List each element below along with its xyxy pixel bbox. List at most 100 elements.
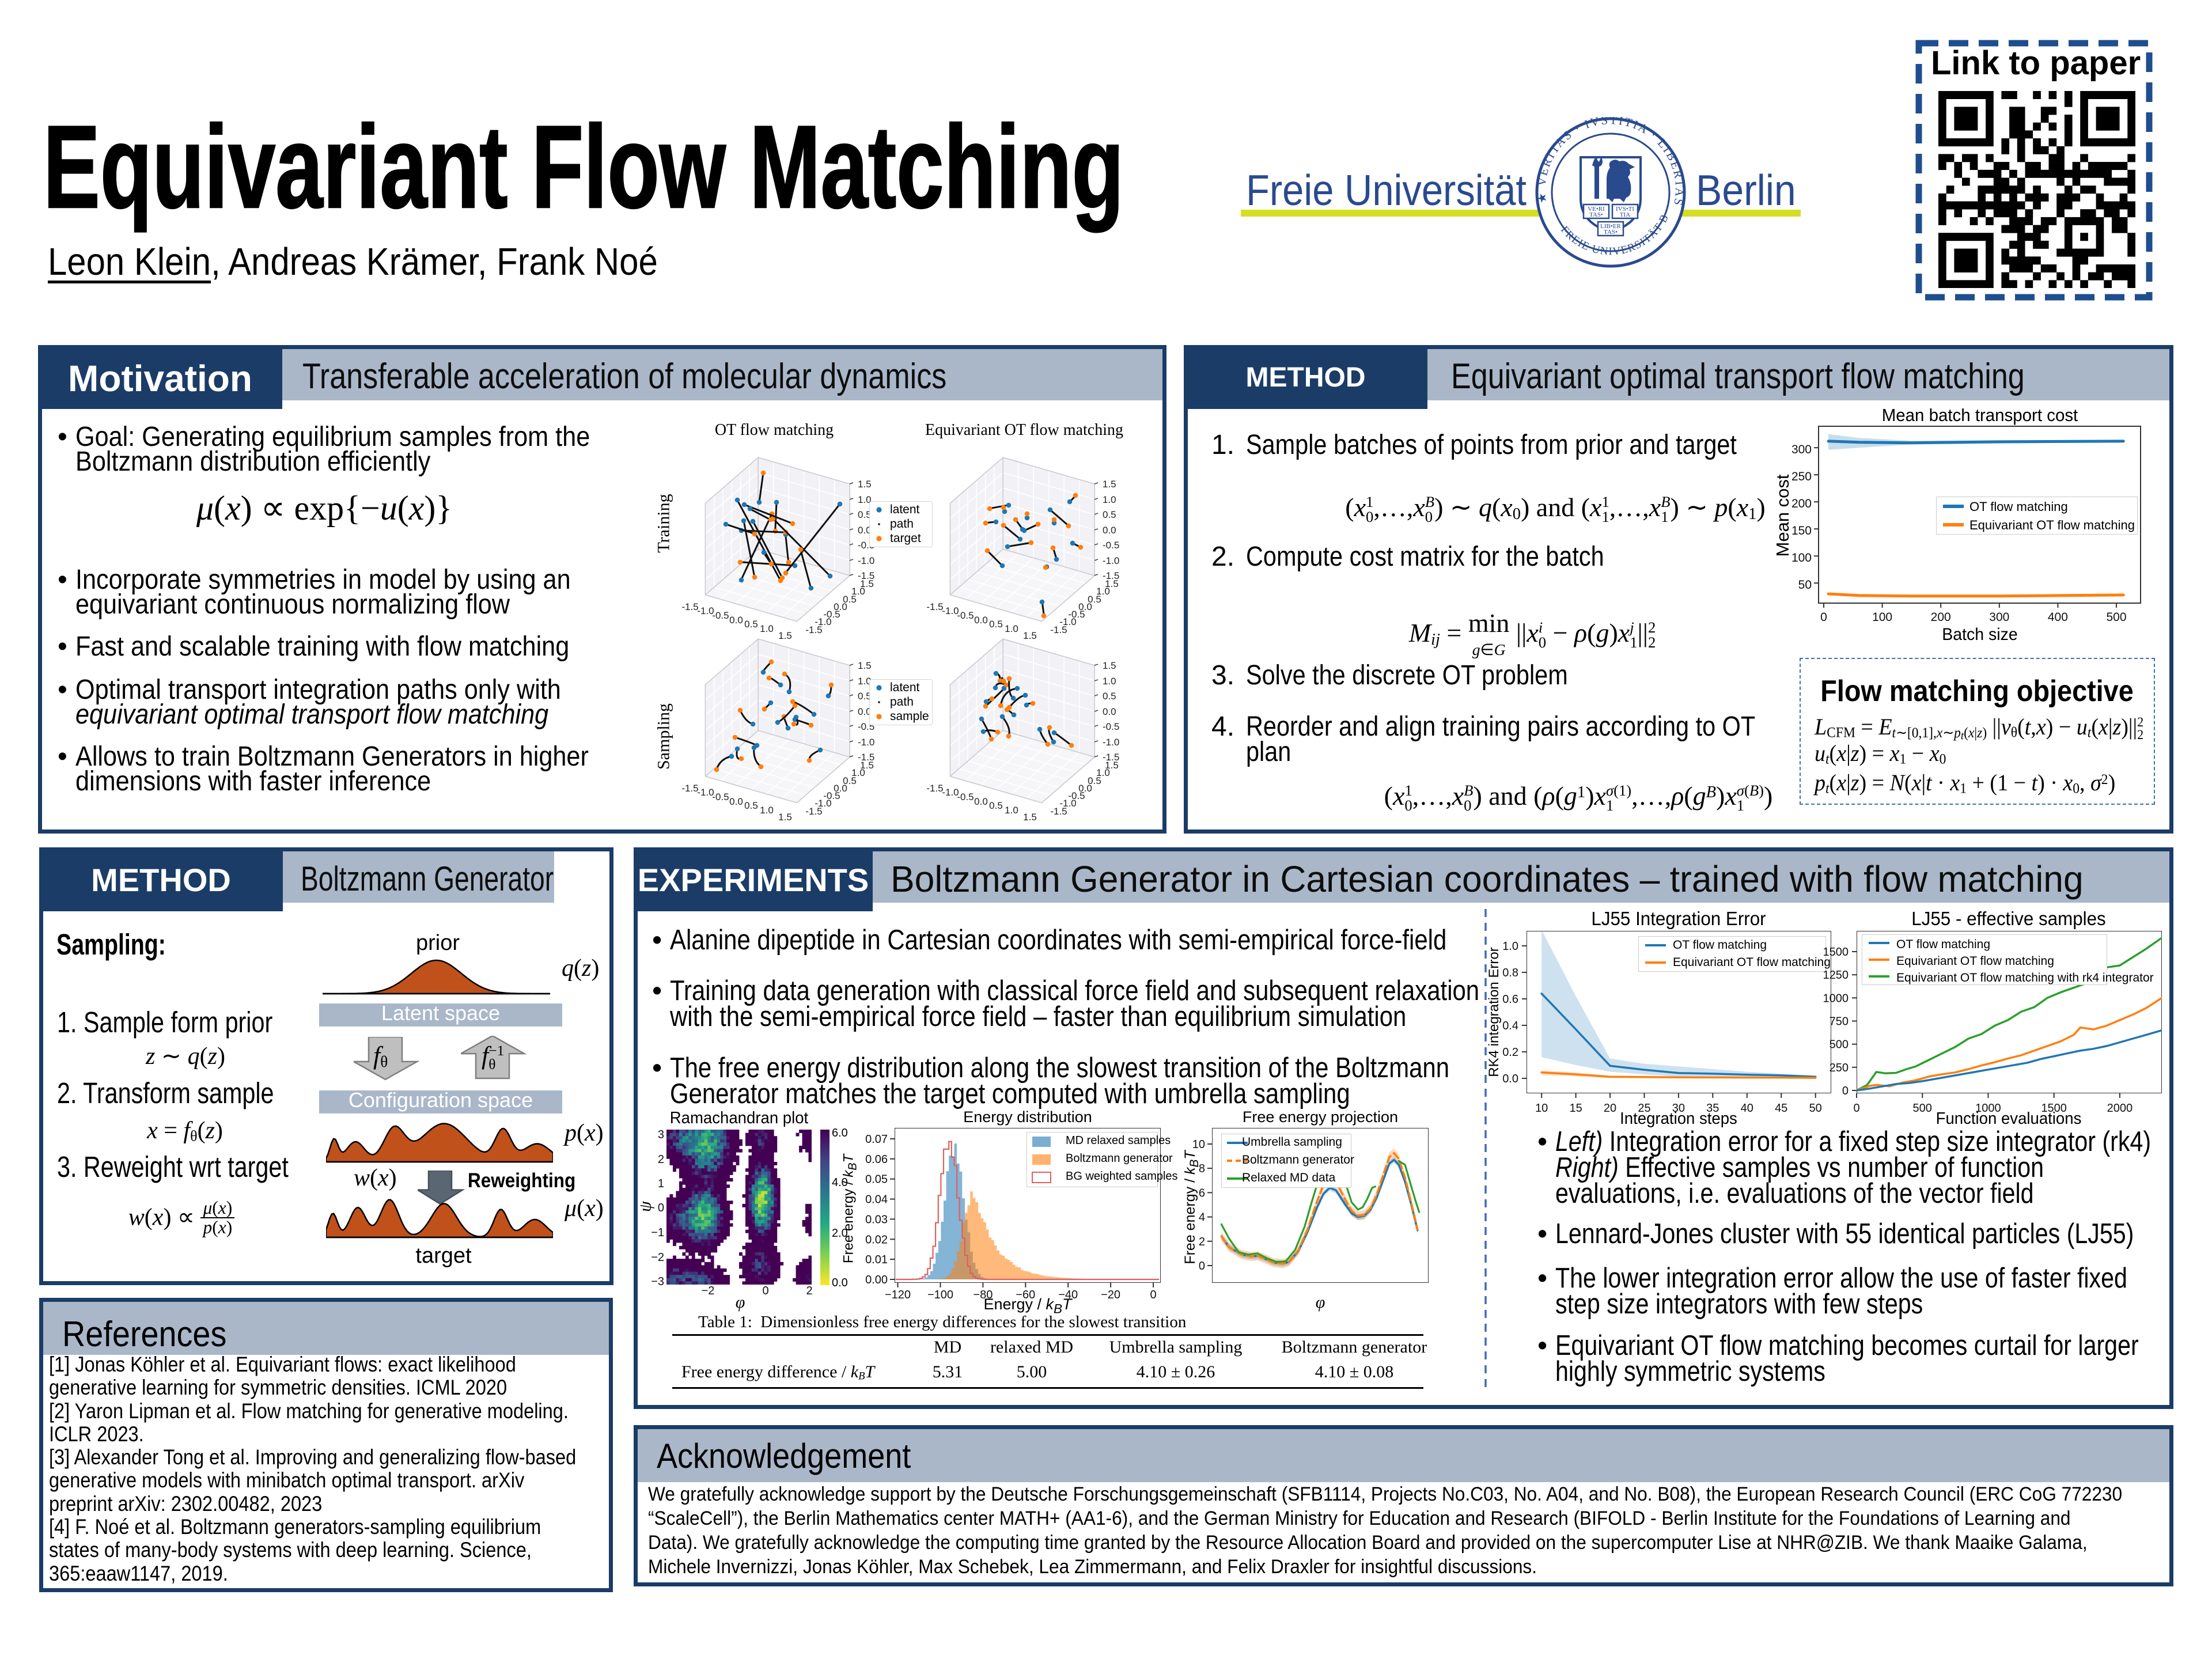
svg-text:0.0: 0.0 [1502,1073,1518,1085]
svg-text:0.5: 0.5 [843,775,857,786]
svg-text:Mean cost: Mean cost [1772,474,1793,556]
svg-text:0.5: 0.5 [989,619,1003,630]
svg-text:0: 0 [1199,1260,1205,1272]
svg-text:−20: −20 [1101,1289,1120,1301]
svg-text:40: 40 [1741,1102,1753,1115]
svg-text:TAS•: TAS• [1589,211,1603,218]
svg-text:300: 300 [1791,443,1812,456]
svg-text:0.04: 0.04 [865,1194,888,1206]
svg-text:100: 100 [1791,551,1812,565]
svg-text:-0.5: -0.5 [957,610,974,621]
svg-text:0.0: 0.0 [974,615,988,626]
svg-text:50: 50 [1798,578,1812,592]
svg-text:-1.5: -1.5 [926,783,943,794]
svg-text:0.6: 0.6 [1502,993,1518,1006]
svg-text:1.5: 1.5 [858,479,872,490]
svg-text:0.5: 0.5 [1103,691,1116,702]
svg-text:1.0: 1.0 [1005,623,1018,634]
svg-text:100: 100 [1872,611,1892,624]
svg-text:500: 500 [1830,1039,1849,1051]
svg-text:1.0: 1.0 [851,586,865,597]
svg-text:0.0: 0.0 [834,783,847,794]
svg-text:0.0: 0.0 [1078,601,1092,612]
svg-text:-1.5: -1.5 [681,601,698,612]
svg-text:1.0: 1.0 [1096,767,1110,778]
svg-text:0.4: 0.4 [1502,1020,1518,1032]
svg-text:500: 500 [2106,611,2126,624]
svg-text:-1.0: -1.0 [697,787,714,798]
svg-text:-0.5: -0.5 [1103,721,1119,732]
svg-text:0.5: 0.5 [1103,509,1116,520]
svg-text:0: 0 [1150,1289,1157,1301]
svg-text:0.03: 0.03 [865,1213,888,1226]
svg-text:0.0: 0.0 [1103,525,1116,536]
svg-text:1.0: 1.0 [858,494,872,505]
svg-text:0.06: 0.06 [865,1153,888,1166]
svg-text:1.0: 1.0 [1005,805,1018,816]
svg-text:25: 25 [1638,1102,1650,1115]
svg-text:2000: 2000 [2107,1102,2133,1115]
svg-text:1: 1 [658,1177,664,1190]
svg-text:30: 30 [1672,1102,1685,1115]
svg-text:1.0: 1.0 [858,676,872,687]
svg-text:-0.5: -0.5 [823,609,840,620]
svg-text:-1.5: -1.5 [681,783,698,794]
svg-text:-1.5: -1.5 [1050,624,1067,635]
svg-text:-1.0: -1.0 [858,555,874,566]
svg-text:0.5: 0.5 [858,509,872,520]
svg-text:250: 250 [1830,1062,1849,1074]
svg-text:0.0: 0.0 [858,525,872,536]
svg-text:-0.5: -0.5 [957,791,974,802]
svg-text:20: 20 [1604,1102,1616,1115]
svg-text:-0.5: -0.5 [712,610,729,621]
svg-text:−2: −2 [702,1285,715,1297]
svg-text:0.5: 0.5 [858,691,872,702]
svg-text:LIB•ER: LIB•ER [1600,223,1621,230]
svg-text:-1.0: -1.0 [815,798,831,809]
svg-text:0: 0 [658,1202,664,1214]
svg-text:1.0: 1.0 [1103,676,1116,687]
svg-text:0.01: 0.01 [865,1253,888,1266]
svg-text:1.0: 1.0 [1103,494,1116,505]
svg-text:0: 0 [1853,1102,1859,1115]
svg-text:0.0: 0.0 [729,796,743,807]
svg-text:3: 3 [658,1128,664,1141]
svg-text:-1.5: -1.5 [858,752,874,763]
svg-text:0: 0 [1842,1085,1849,1097]
svg-text:2: 2 [658,1153,664,1166]
svg-text:-1.5: -1.5 [1103,570,1119,581]
svg-text:TIA: TIA [1620,211,1630,218]
svg-text:150: 150 [1791,524,1812,537]
svg-text:1.5: 1.5 [778,812,792,823]
svg-text:1000: 1000 [1975,1102,2001,1115]
svg-text:10: 10 [1535,1102,1548,1115]
svg-text:-0.5: -0.5 [1068,609,1085,620]
svg-text:IVS•TI: IVS•TI [1616,206,1634,213]
svg-text:-1.5: -1.5 [1103,752,1119,763]
svg-text:−100: −100 [927,1289,953,1301]
svg-text:200: 200 [1931,611,1951,624]
svg-text:0.00: 0.00 [865,1274,888,1286]
svg-text:50: 50 [1809,1102,1822,1115]
svg-text:−80: −80 [973,1289,993,1301]
svg-text:6: 6 [1199,1187,1205,1199]
svg-text:2: 2 [1199,1236,1205,1248]
svg-text:1.5: 1.5 [860,578,874,589]
svg-text:-0.5: -0.5 [1068,790,1085,801]
svg-text:-1.5: -1.5 [926,601,943,612]
svg-text:500: 500 [1913,1102,1932,1115]
svg-text:15: 15 [1569,1102,1582,1115]
svg-text:−120: −120 [885,1289,911,1301]
svg-text:1.5: 1.5 [858,660,872,671]
svg-text:−2: −2 [651,1251,664,1264]
svg-text:1000: 1000 [1823,992,1849,1005]
svg-text:−3: −3 [651,1275,664,1288]
svg-text:0.5: 0.5 [1088,594,1101,605]
svg-text:1.0: 1.0 [1096,586,1110,597]
svg-text:2: 2 [806,1285,812,1297]
svg-text:0.0: 0.0 [858,706,872,717]
svg-text:1.5: 1.5 [1105,578,1119,589]
svg-text:-1.0: -1.0 [942,605,959,616]
svg-text:−40: −40 [1058,1289,1078,1301]
svg-text:-1.0: -1.0 [697,605,714,616]
